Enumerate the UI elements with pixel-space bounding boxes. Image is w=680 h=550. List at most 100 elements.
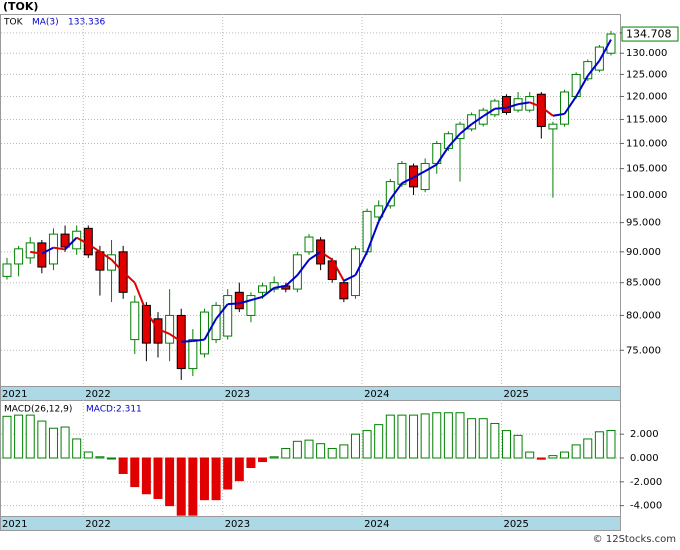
candle-up <box>548 123 558 130</box>
macd-bar <box>37 420 47 459</box>
x-tick-label: 2025 <box>503 519 528 530</box>
candle-up <box>594 46 604 71</box>
ma-line <box>494 106 507 110</box>
candle-down <box>501 95 511 113</box>
ma-line <box>552 112 565 117</box>
price-panel <box>0 14 621 387</box>
candle-up <box>269 282 279 290</box>
x-tick-label: 2022 <box>85 389 110 400</box>
candle-up <box>130 301 140 341</box>
candle-down <box>37 242 47 268</box>
ma-line <box>133 282 148 313</box>
macd-bar <box>525 451 535 459</box>
legend-ma-value: 133.336 <box>68 18 105 28</box>
macd-bar <box>211 457 221 501</box>
macd-bar <box>490 422 500 459</box>
macd-bar <box>234 457 244 482</box>
ma-line <box>447 133 461 148</box>
macd-bar <box>281 447 291 459</box>
candle-up <box>350 248 360 297</box>
x-tick-label: 2024 <box>364 389 389 400</box>
ma-line <box>482 107 496 118</box>
ma-line <box>41 246 54 255</box>
macd-bar <box>501 430 511 459</box>
candle-down <box>234 291 244 310</box>
ma-line <box>169 333 182 343</box>
ma-line <box>203 318 217 341</box>
ma-line <box>122 271 136 284</box>
candle-up <box>188 339 198 370</box>
ma-line <box>181 340 193 343</box>
candle-up <box>292 254 302 290</box>
candle-down <box>141 304 151 344</box>
legend-symbol: TOK <box>3 18 24 28</box>
ma-line <box>471 115 484 125</box>
x-tick-label: 2022 <box>85 519 110 530</box>
macd-bar <box>513 434 523 459</box>
ma-line <box>273 284 286 289</box>
ma-line <box>424 163 438 173</box>
y-tick-label: 115.000 <box>626 114 667 125</box>
ma-line <box>157 328 171 335</box>
ma-line <box>401 176 414 185</box>
candle-up <box>2 263 12 277</box>
x-tick-label: 2021 <box>2 389 27 400</box>
macd-bar <box>374 424 384 459</box>
macd-bar <box>72 438 82 459</box>
ma-line <box>76 236 89 245</box>
candle-up <box>165 314 175 344</box>
macd-bar <box>107 457 117 460</box>
macd-bar <box>409 414 419 459</box>
macd-bar <box>83 451 93 459</box>
y-tick-label: -4.000 <box>630 501 662 512</box>
macd-bar <box>258 457 268 463</box>
macd-bar <box>443 412 453 459</box>
ma-line <box>239 299 252 305</box>
y-tick-label: 90.000 <box>626 247 661 258</box>
macd-bar <box>246 457 256 469</box>
macd-bar <box>292 440 302 459</box>
x-tick-label: 2021 <box>2 519 27 530</box>
x-tick-label: 2023 <box>225 389 250 400</box>
watermark: © 12Stocks.com <box>593 534 676 545</box>
macd-bar <box>455 412 465 459</box>
y-tick-label: 85.000 <box>626 278 661 289</box>
macd-bar <box>165 457 175 507</box>
ma-line <box>30 250 42 255</box>
ma-line <box>354 251 368 276</box>
ma-line <box>366 221 380 253</box>
macd-bar <box>606 429 616 459</box>
y-tick-label: 125.000 <box>626 69 667 80</box>
macd-bar <box>223 457 233 490</box>
candle-up <box>246 295 256 316</box>
candle-up <box>211 304 221 341</box>
ma-line <box>261 287 275 298</box>
ma-line <box>575 75 589 97</box>
last-price-box <box>621 26 679 42</box>
y-tick-label: -2.000 <box>630 477 662 488</box>
candle-down <box>536 93 546 128</box>
ma-line <box>320 250 333 261</box>
candle-up <box>420 162 430 191</box>
ma-line <box>459 123 473 135</box>
macd-bar <box>583 438 593 459</box>
y-tick-label: 2.000 <box>630 429 659 440</box>
y-tick-label: 105.000 <box>626 164 667 175</box>
ma-line <box>435 146 450 166</box>
ma-line <box>389 182 403 200</box>
x-tick-label: 2023 <box>225 519 250 530</box>
y-tick-label: 130.000 <box>626 48 667 59</box>
ma-line <box>192 338 205 342</box>
macd-bar <box>327 447 337 459</box>
macd-bar <box>362 430 372 459</box>
candle-up <box>14 248 24 265</box>
candle-up <box>25 242 35 259</box>
macd-bar <box>153 457 163 499</box>
macd-bar <box>560 451 570 459</box>
ma-line <box>308 250 322 261</box>
ma-line <box>215 303 229 320</box>
candle-down <box>60 233 70 248</box>
macd-bar <box>176 457 186 516</box>
legend-ma: MA(3) <box>32 18 59 28</box>
